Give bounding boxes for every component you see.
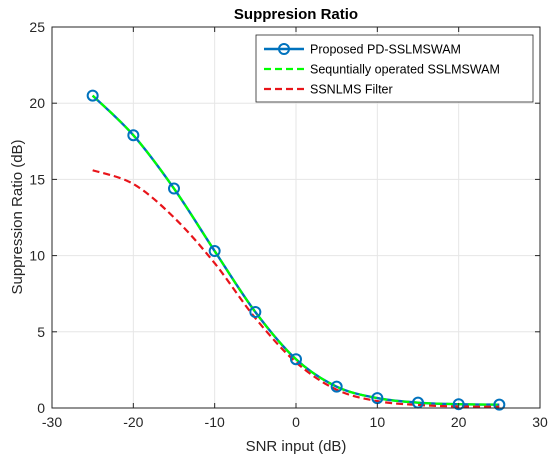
x-tick-label: -20	[123, 414, 143, 430]
y-tick-label: 5	[37, 324, 45, 340]
y-tick-label: 10	[29, 248, 45, 264]
legend-label-2: SSNLMS Filter	[310, 83, 393, 97]
y-tick-label: 15	[29, 171, 45, 187]
x-axis-label: SNR input (dB)	[246, 438, 347, 455]
legend-label-1: Sequntially operated SSLMSWAM	[310, 63, 500, 77]
axis-ticks: -30 -20 -10 0 10 20 30 0 5 10 15 20 25	[29, 19, 548, 430]
legend-label-0: Proposed PD-SSLMSWAM	[310, 43, 461, 57]
series-layer	[86, 89, 506, 411]
series-line-2	[92, 169, 500, 408]
series-marker-0	[127, 129, 140, 142]
x-tick-label: -10	[205, 414, 225, 430]
legend-marker-0	[278, 43, 290, 55]
series-marker-0	[330, 380, 343, 393]
chart-title: Suppresion Ratio	[234, 6, 358, 23]
y-axis-label: Suppression Ratio (dB)	[9, 139, 26, 294]
y-tick-label: 20	[29, 95, 45, 111]
series-marker-0	[290, 353, 302, 366]
series-marker-0	[208, 245, 221, 258]
x-tick-label: -30	[42, 414, 62, 430]
series-marker-0	[168, 182, 180, 195]
series-marker-0	[86, 89, 99, 102]
y-tick-label: 25	[29, 19, 45, 35]
x-tick-label: 30	[532, 414, 548, 430]
x-tick-label: 0	[292, 414, 300, 430]
series-marker-0	[493, 398, 506, 411]
x-tick-label: 10	[370, 414, 386, 430]
legend: Proposed PD-SSLMSWAM Sequntially operated…	[255, 34, 534, 103]
series-marker-0	[249, 305, 262, 318]
x-tick-label: 20	[451, 414, 467, 430]
y-tick-label: 0	[37, 400, 45, 416]
series-line-1	[91, 94, 500, 406]
series-marker-0	[452, 398, 465, 411]
